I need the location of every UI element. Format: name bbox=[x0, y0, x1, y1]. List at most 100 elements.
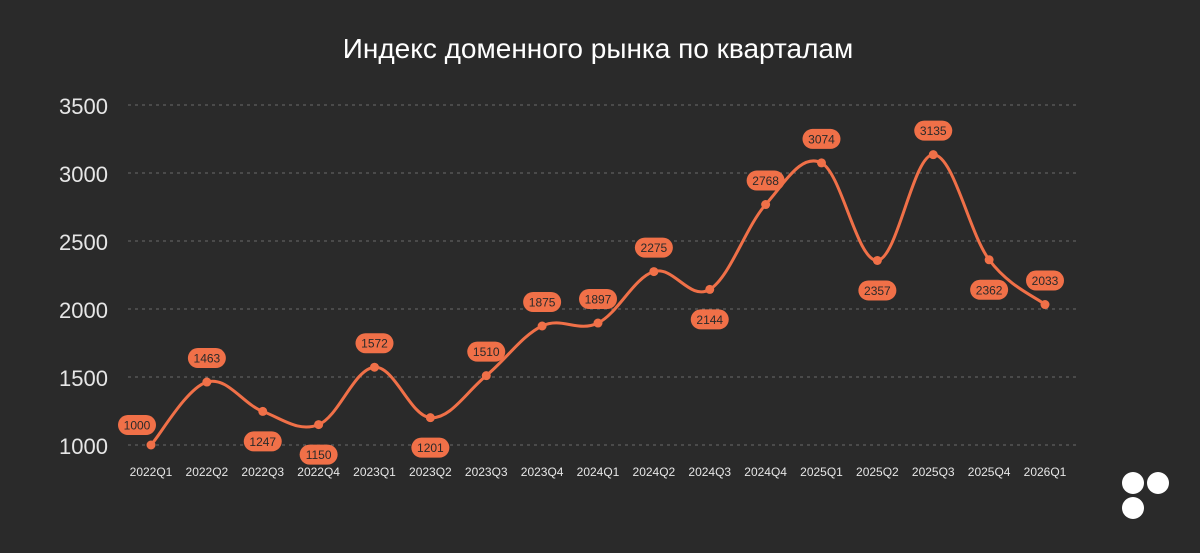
data-label-pill bbox=[411, 437, 450, 458]
data-label: 1463 bbox=[187, 348, 226, 369]
data-label-text: 1247 bbox=[249, 435, 276, 449]
data-points bbox=[146, 150, 1050, 450]
chart-title: Индекс доменного рынка по кварталам bbox=[343, 33, 854, 64]
data-label-pill bbox=[970, 279, 1009, 300]
data-label-text: 1510 bbox=[473, 345, 500, 359]
data-label-text: 3135 bbox=[920, 124, 947, 138]
data-point bbox=[872, 255, 882, 265]
data-point bbox=[928, 150, 938, 160]
x-tick-label: 2024Q4 bbox=[744, 465, 787, 479]
data-label: 1510 bbox=[467, 341, 506, 362]
data-point bbox=[1040, 300, 1050, 310]
data-label: 3135 bbox=[914, 120, 953, 141]
data-label-text: 3074 bbox=[808, 132, 835, 146]
x-tick-label: 2023Q3 bbox=[465, 465, 508, 479]
data-label-text: 2357 bbox=[864, 284, 891, 298]
data-label-pill bbox=[1026, 270, 1064, 291]
data-point bbox=[481, 371, 491, 381]
data-label-pill bbox=[467, 341, 506, 362]
x-axis-ticks: 2022Q1 2022Q2 2022Q3 2022Q4 2023Q1 2023Q2 2023… bbox=[130, 465, 1067, 479]
x-tick-label: 2022Q4 bbox=[297, 465, 340, 479]
x-tick-label: 2022Q3 bbox=[241, 465, 284, 479]
data-label-text: 1897 bbox=[585, 293, 612, 307]
data-label-pill bbox=[634, 237, 673, 258]
y-tick-label: 3000 bbox=[59, 162, 108, 187]
data-label: 3074 bbox=[802, 128, 841, 149]
data-label-text: 1201 bbox=[417, 441, 444, 455]
data-label: 2275 bbox=[634, 237, 673, 258]
y-tick-label: 2500 bbox=[59, 230, 108, 255]
data-label: 2033 bbox=[1026, 270, 1064, 291]
data-point bbox=[425, 413, 435, 423]
data-label: 1201 bbox=[411, 437, 450, 458]
x-tick-label: 2022Q2 bbox=[186, 465, 229, 479]
data-label: 1150 bbox=[299, 444, 338, 465]
data-label-pill bbox=[118, 415, 156, 435]
data-label: 2362 bbox=[970, 279, 1009, 300]
data-label: 2768 bbox=[746, 170, 785, 191]
x-tick-label: 2024Q1 bbox=[577, 465, 620, 479]
y-tick-label: 3500 bbox=[59, 94, 108, 119]
data-label: 2144 bbox=[690, 309, 729, 330]
data-label-text: 2362 bbox=[976, 283, 1003, 297]
four-dots-logo-icon bbox=[1122, 472, 1169, 519]
data-label-text: 2144 bbox=[696, 313, 723, 327]
data-label-pill bbox=[746, 170, 785, 191]
x-tick-label: 2023Q2 bbox=[409, 465, 452, 479]
data-point bbox=[761, 200, 771, 210]
data-label: 1897 bbox=[579, 289, 617, 310]
x-tick-label: 2025Q1 bbox=[800, 465, 843, 479]
data-label-pill bbox=[187, 348, 226, 369]
data-label-text: 1150 bbox=[306, 448, 332, 462]
data-label-text: 1463 bbox=[194, 352, 221, 366]
data-label: 1000 bbox=[118, 415, 156, 435]
data-label-pill bbox=[802, 128, 841, 149]
x-tick-label: 2025Q3 bbox=[912, 465, 955, 479]
x-tick-label: 2023Q4 bbox=[521, 465, 564, 479]
x-tick-label: 2023Q1 bbox=[353, 465, 396, 479]
data-point bbox=[146, 440, 156, 450]
x-tick-label: 2022Q1 bbox=[130, 465, 173, 479]
data-label-text: 1875 bbox=[529, 296, 556, 310]
y-axis-ticks: 1000 1500 2000 2500 3000 3500 bbox=[59, 94, 108, 459]
x-tick-label: 2024Q2 bbox=[633, 465, 676, 479]
data-label-pill bbox=[523, 292, 562, 312]
data-point bbox=[314, 420, 324, 430]
data-label: 1247 bbox=[243, 431, 282, 452]
data-label: 2357 bbox=[858, 280, 897, 301]
data-point bbox=[593, 318, 603, 328]
x-tick-label: 2025Q2 bbox=[856, 465, 899, 479]
data-labels: 1000 1463 1247 1150 1572 1201 1510 1875 1897 2275… bbox=[118, 120, 1064, 465]
data-label-pill bbox=[858, 280, 897, 301]
data-label-text: 1000 bbox=[124, 419, 151, 433]
x-tick-label: 2026Q1 bbox=[1024, 465, 1067, 479]
data-point bbox=[258, 406, 268, 416]
grid-lines bbox=[128, 104, 1078, 446]
data-point bbox=[649, 267, 659, 277]
data-label-pill bbox=[690, 309, 729, 330]
data-point bbox=[370, 362, 379, 372]
data-point bbox=[705, 284, 715, 294]
data-point bbox=[984, 255, 994, 265]
data-label-text: 2275 bbox=[641, 241, 668, 255]
y-tick-label: 2000 bbox=[59, 298, 108, 323]
x-tick-label: 2025Q4 bbox=[968, 465, 1011, 479]
y-tick-label: 1000 bbox=[59, 434, 108, 459]
data-label-pill bbox=[299, 444, 338, 465]
data-label-pill bbox=[579, 289, 617, 310]
data-label: 1875 bbox=[523, 292, 562, 312]
x-tick-label: 2024Q3 bbox=[688, 465, 731, 479]
data-label-pill bbox=[355, 333, 394, 354]
data-point bbox=[817, 158, 826, 168]
data-label: 1572 bbox=[355, 333, 394, 354]
y-tick-label: 1500 bbox=[59, 366, 108, 391]
data-point bbox=[202, 377, 212, 387]
data-point bbox=[537, 321, 547, 331]
data-label-text: 1572 bbox=[361, 337, 388, 351]
data-label-pill bbox=[243, 431, 282, 452]
data-label-text: 2033 bbox=[1032, 274, 1059, 288]
data-label-pill bbox=[914, 120, 953, 141]
data-label-text: 2768 bbox=[752, 174, 779, 188]
